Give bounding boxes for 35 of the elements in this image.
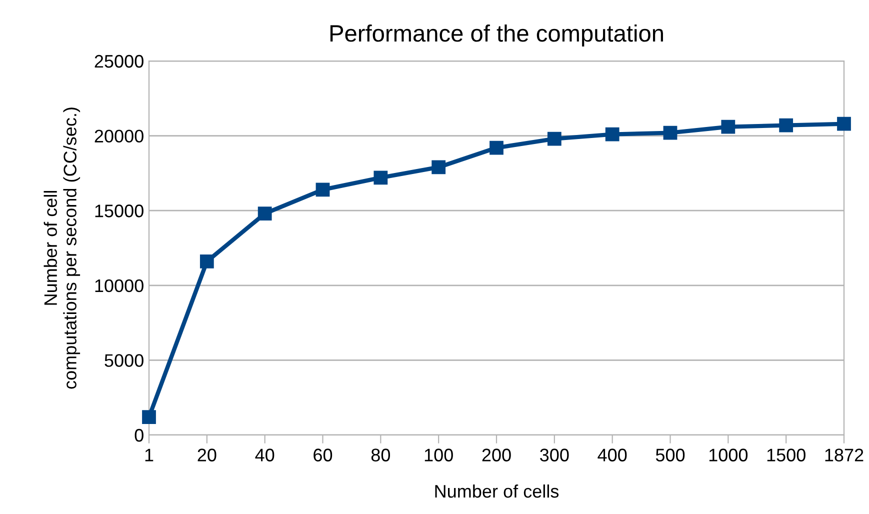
- y-tick-label: 20000: [94, 130, 144, 143]
- point: [547, 132, 562, 146]
- y-tick-label: 25000: [94, 54, 144, 68]
- point: [258, 206, 272, 221]
- x-tick-label: 80: [371, 448, 390, 462]
- x-tick-label: 1: [145, 448, 154, 462]
- point: [490, 140, 504, 155]
- point: [663, 126, 678, 140]
- x-tick-label: 60: [314, 448, 332, 462]
- x-tick-label: 100: [424, 448, 453, 462]
- y-axis-title: Number of cell computations per second (CC/sec.): [44, 108, 80, 389]
- x-tick-label: 1872: [825, 448, 864, 462]
- point: [374, 170, 388, 185]
- x-tick-label: 20: [198, 448, 216, 462]
- x-tick-label: 200: [482, 448, 511, 462]
- x-axis-title: Number of cells: [435, 484, 559, 498]
- point: [837, 116, 851, 131]
- x-tick-label: 400: [598, 448, 627, 462]
- point: [779, 118, 794, 132]
- point: [721, 120, 736, 134]
- x-tick-label: 500: [656, 448, 685, 462]
- point: [200, 254, 214, 268]
- y-tick-label: 5000: [104, 354, 144, 367]
- y-tick-label: 10000: [95, 279, 144, 292]
- y-tick-label: 15000: [95, 204, 144, 218]
- x-tick-label: 1000: [709, 448, 748, 462]
- x-tick-label: 1500: [767, 448, 806, 462]
- point: [142, 410, 156, 424]
- y-tick-label: 0: [134, 428, 144, 442]
- point: [605, 127, 620, 142]
- point: [316, 182, 330, 197]
- point: [432, 160, 446, 174]
- x-tick-label: 40: [255, 448, 274, 462]
- chart-title: Performance of the computation: [330, 24, 663, 46]
- x-tick-label: 300: [540, 448, 569, 462]
